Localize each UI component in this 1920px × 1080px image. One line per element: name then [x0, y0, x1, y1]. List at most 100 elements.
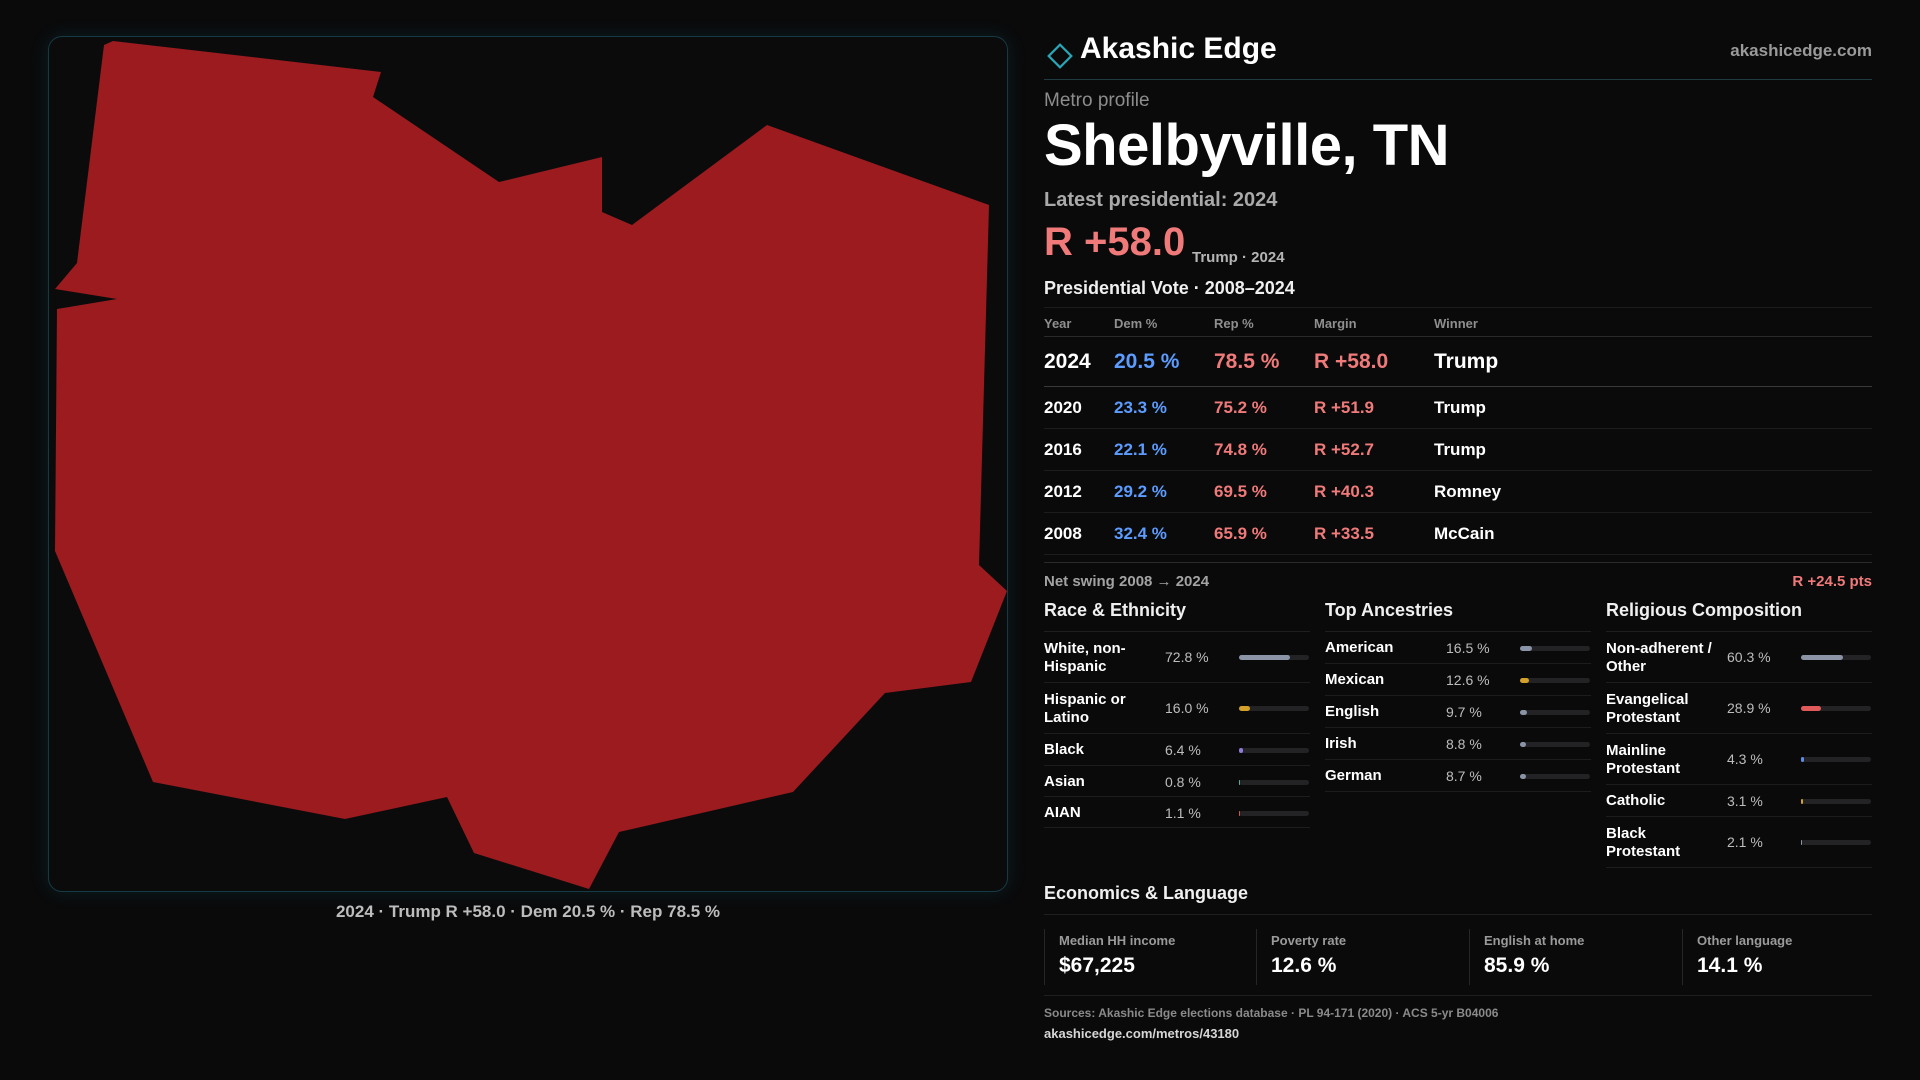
economics-stats: Median HH income $67,225 Poverty rate 12… — [1044, 914, 1872, 996]
race-label: Asian — [1044, 773, 1085, 790]
stat-median-income: Median HH income $67,225 — [1044, 929, 1256, 985]
headline-winner: Trump · 2024 — [1192, 249, 1285, 266]
stat-value: 85.9 % — [1484, 954, 1550, 977]
cell-rep: 65.9 % — [1214, 524, 1267, 543]
cell-rep: 74.8 % — [1214, 440, 1267, 459]
list-item: English 9.7 % — [1325, 696, 1591, 728]
presidential-vote-table: Year Dem % Rep % Margin Winner 2024 20.5… — [1044, 307, 1872, 555]
race-bar-fill — [1239, 748, 1244, 753]
table-row: 2024 20.5 % 78.5 % R +58.0 Trump — [1044, 337, 1872, 387]
map-caption: 2024 · Trump R +58.0 · Dem 20.5 % · Rep … — [335, 902, 721, 921]
cell-winner: Trump — [1434, 398, 1486, 417]
ancestries-title: Top Ancestries — [1325, 600, 1591, 632]
ancestry-label: Mexican — [1325, 671, 1385, 688]
net-swing-row: Net swing 2008 → 2024 R +24.5 pts — [1044, 562, 1872, 594]
race-bar-fill — [1239, 811, 1241, 816]
cell-year: 2020 — [1044, 398, 1082, 417]
list-item: Irish 8.8 % — [1325, 728, 1591, 760]
religion-label: Evangelical Protestant — [1606, 691, 1689, 726]
ancestry-pct: 8.8 % — [1446, 736, 1482, 752]
latest-presidential-label: Latest presidential: 2024 — [1044, 189, 1278, 211]
brand-header: Akashic Edge akashicedge.com — [1044, 30, 1872, 80]
diamond-logo-icon — [1047, 43, 1073, 69]
list-item: AIAN 1.1 % — [1044, 797, 1310, 828]
list-item: White, non-Hispanic 72.8 % — [1044, 632, 1310, 683]
cell-rep: 75.2 % — [1214, 398, 1267, 417]
race-bar — [1239, 706, 1309, 711]
table-header-row: Year Dem % Rep % Margin Winner — [1044, 307, 1872, 337]
sources-note: Sources: Akashic Edge elections database… — [1044, 1006, 1499, 1020]
cell-year: 2016 — [1044, 440, 1082, 459]
net-swing-label: Net swing 2008 → 2024 — [1044, 573, 1210, 590]
ancestry-label: American — [1325, 639, 1394, 656]
page-title: Shelbyville, TN — [1044, 113, 1450, 178]
cell-rep: 69.5 % — [1214, 482, 1267, 501]
cell-winner: Romney — [1434, 482, 1502, 501]
table-row: 2016 22.1 % 74.8 % R +52.7 Trump — [1044, 429, 1872, 471]
religion-pct: 28.9 % — [1727, 700, 1771, 716]
net-swing-value: R +24.5 pts — [1792, 573, 1872, 590]
list-item: Catholic 3.1 % — [1606, 785, 1872, 817]
list-item: Non-adherent / Other 60.3 % — [1606, 632, 1872, 683]
ancestry-label: English — [1325, 703, 1380, 720]
brand-name: Akashic Edge — [1080, 32, 1277, 65]
table-row: 2012 29.2 % 69.5 % R +40.3 Romney — [1044, 471, 1872, 513]
religion-pct: 4.3 % — [1727, 751, 1763, 767]
religion-bar — [1801, 655, 1871, 660]
stat-poverty-rate: Poverty rate 12.6 % — [1256, 929, 1468, 985]
ancestry-pct: 9.7 % — [1446, 704, 1482, 720]
race-label: AIAN — [1044, 804, 1081, 821]
brand-url-link[interactable]: akashicedge.com — [1730, 41, 1872, 60]
table-row: 2008 32.4 % 65.9 % R +33.5 McCain — [1044, 513, 1872, 555]
race-bar — [1239, 655, 1309, 660]
presidential-vote-title: Presidential Vote · 2008–2024 — [1044, 278, 1295, 298]
cell-dem: 23.3 % — [1114, 398, 1167, 417]
race-pct: 6.4 % — [1165, 742, 1201, 758]
race-pct: 72.8 % — [1165, 649, 1209, 665]
religion-bar-fill — [1801, 706, 1822, 711]
profile-eyebrow: Metro profile — [1044, 90, 1150, 111]
header-year: Year — [1044, 316, 1072, 331]
list-item: Evangelical Protestant 28.9 % — [1606, 683, 1872, 734]
header-margin: Margin — [1314, 316, 1357, 331]
religion-bar — [1801, 799, 1871, 804]
cell-margin: R +58.0 — [1314, 350, 1389, 373]
race-label: Black — [1044, 741, 1085, 758]
county-shape[interactable] — [55, 41, 1007, 889]
profile-panel: Akashic Edge akashicedge.com Metro profi… — [1044, 0, 1872, 1080]
header-winner: Winner — [1434, 316, 1478, 331]
religion-label: Mainline Protestant — [1606, 742, 1681, 777]
ancestry-bar-fill — [1520, 742, 1527, 747]
race-bar — [1239, 748, 1309, 753]
race-label: White, non-Hispanic — [1044, 640, 1126, 675]
headline-margin: R +58.0 — [1044, 220, 1186, 264]
stat-label: English at home — [1484, 933, 1585, 948]
list-item: American 16.5 % — [1325, 632, 1591, 664]
stat-value: 12.6 % — [1271, 954, 1337, 977]
county-map[interactable] — [48, 36, 1008, 892]
cell-winner: McCain — [1434, 524, 1495, 543]
religion-bar-fill — [1801, 840, 1803, 845]
race-bar-fill — [1239, 780, 1241, 785]
religion-bar — [1801, 840, 1871, 845]
list-item: Black 6.4 % — [1044, 734, 1310, 766]
table-row: 2020 23.3 % 75.2 % R +51.9 Trump — [1044, 387, 1872, 429]
metro-url-link[interactable]: akashicedge.com/metros/43180 — [1044, 1026, 1240, 1041]
stat-label: Median HH income — [1059, 933, 1176, 948]
list-item: Black Protestant 2.1 % — [1606, 817, 1872, 868]
religion-label: Catholic — [1606, 792, 1666, 809]
race-bar — [1239, 780, 1309, 785]
ancestry-bar — [1520, 678, 1590, 683]
cell-margin: R +40.3 — [1314, 482, 1375, 501]
list-item: Asian 0.8 % — [1044, 766, 1310, 797]
ancestry-bar — [1520, 774, 1590, 779]
race-bar — [1239, 811, 1309, 816]
religion-bar-fill — [1801, 757, 1804, 762]
cell-margin: R +33.5 — [1314, 524, 1375, 543]
religion-bar — [1801, 706, 1871, 711]
stat-label: Other language — [1697, 933, 1793, 948]
ancestry-bar-fill — [1520, 646, 1532, 651]
race-pct: 16.0 % — [1165, 700, 1209, 716]
cell-dem: 29.2 % — [1114, 482, 1167, 501]
race-bar-fill — [1239, 655, 1290, 660]
